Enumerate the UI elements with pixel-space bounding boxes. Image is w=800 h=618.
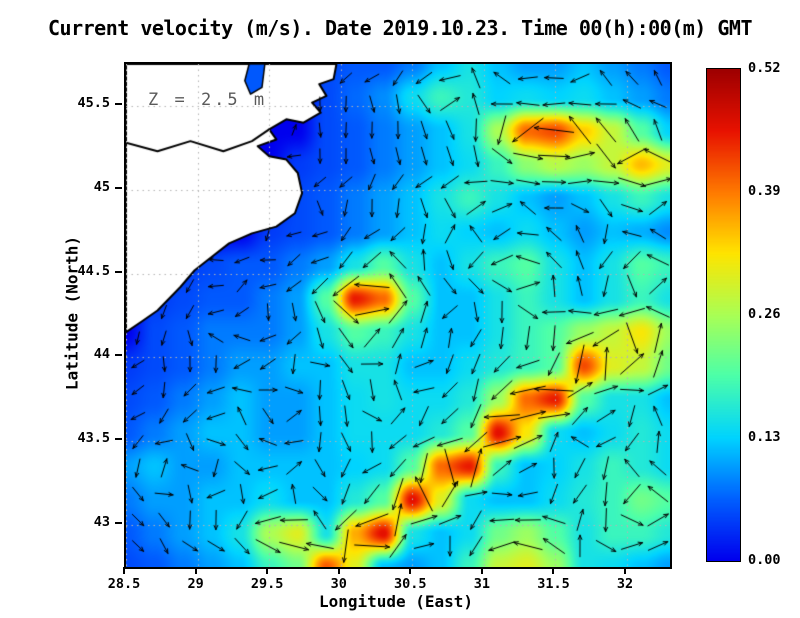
y-tick-label: 44.5 [77, 262, 110, 279]
x-axis-tick [337, 567, 340, 574]
velocity-heatmap-canvas [126, 64, 670, 567]
x-axis-tick [624, 567, 627, 574]
chart-title: Current velocity (m/s). Date 2019.10.23.… [47, 16, 753, 40]
x-axis-tick [123, 567, 125, 574]
y-axis-tick [115, 186, 122, 189]
x-tick-label: 32 [616, 576, 634, 592]
x-tick-label: 28.5 [107, 576, 141, 592]
y-axis-tick [115, 270, 122, 273]
y-tick-label: 43.5 [77, 430, 110, 447]
y-tick-label: 45.5 [77, 94, 110, 111]
colorbar-tick-label: 0.52 [748, 60, 781, 76]
x-axis-tick [409, 567, 412, 574]
x-axis-label: Longitude (East) [318, 592, 474, 611]
y-axis-tick [115, 438, 122, 441]
x-tick-label: 31.5 [537, 576, 570, 592]
y-tick-label: 45 [93, 178, 110, 195]
x-tick-label: 30 [330, 576, 347, 592]
x-axis-tick [552, 567, 555, 574]
x-axis-tick [194, 567, 197, 574]
x-axis-tick [266, 567, 269, 574]
y-axis-label: Latitude (North) [62, 235, 82, 391]
depth-annotation: Z = 2.5 m [148, 90, 268, 110]
y-tick-label: 44 [93, 346, 110, 363]
x-tick-label: 31 [473, 576, 491, 592]
colorbar-tick-label: 0.00 [748, 552, 781, 568]
colorbar-tick-label: 0.13 [748, 429, 781, 445]
colorbar-tick-label: 0.39 [748, 183, 781, 199]
y-axis-tick [115, 522, 122, 525]
y-axis-tick [115, 102, 122, 105]
x-tick-label: 29.5 [250, 576, 284, 592]
x-tick-label: 30.5 [394, 576, 427, 592]
x-axis-tick [480, 567, 483, 574]
colorbar [706, 68, 741, 562]
y-tick-label: 43 [93, 514, 110, 531]
colorbar-gradient [707, 69, 740, 561]
colorbar-tick-label: 0.26 [748, 306, 781, 322]
x-tick-label: 29 [187, 576, 204, 592]
plot-area [124, 62, 672, 569]
y-axis-tick [115, 354, 122, 357]
